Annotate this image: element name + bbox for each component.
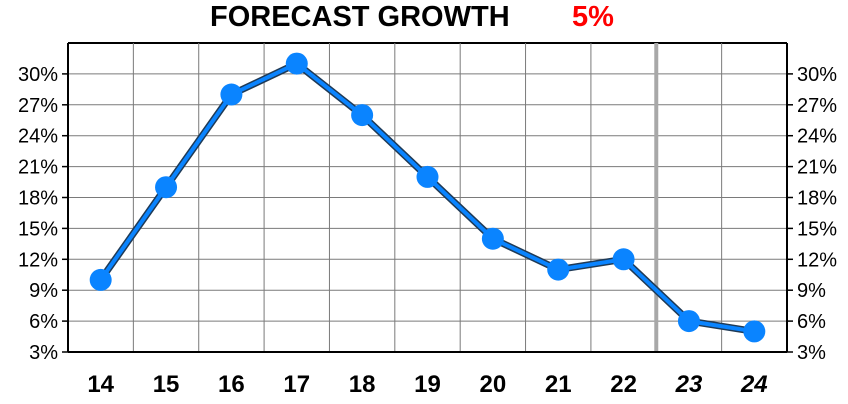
chart-subtitle: 5% <box>572 1 614 33</box>
data-point-21 <box>547 258 570 281</box>
chart-title: FORECAST GROWTH <box>210 1 510 33</box>
data-point-24 <box>743 320 766 343</box>
y-tick-label-right: 24% <box>797 126 837 148</box>
x-tick-label: 17 <box>283 371 310 398</box>
x-tick-label: 14 <box>87 371 114 398</box>
x-tick-label: 15 <box>153 371 180 398</box>
data-point-14 <box>89 268 112 291</box>
y-tick-label-left: 6% <box>29 311 58 333</box>
x-tick-label: 18 <box>349 371 376 398</box>
data-point-18 <box>351 104 374 127</box>
y-tick-label-left: 27% <box>18 95 58 117</box>
y-tick-label-right: 3% <box>797 342 826 364</box>
x-tick-label: 22 <box>610 371 637 398</box>
y-tick-label-left: 15% <box>18 218 58 240</box>
y-tick-label-right: 12% <box>797 249 837 271</box>
y-tick-label-right: 18% <box>797 188 837 210</box>
y-tick-label-left: 12% <box>18 249 58 271</box>
y-tick-label-left: 24% <box>18 126 58 148</box>
data-point-20 <box>481 227 504 250</box>
data-point-22 <box>612 248 635 271</box>
y-tick-label-left: 3% <box>29 342 58 364</box>
y-tick-label-left: 9% <box>29 280 58 302</box>
x-tick-label: 19 <box>414 371 441 398</box>
x-tick-label: 21 <box>545 371 572 398</box>
x-tick-label: 16 <box>218 371 245 398</box>
data-point-23 <box>677 310 700 333</box>
chart-header: FORECAST GROWTH 5% <box>0 0 848 36</box>
data-point-15 <box>155 176 178 199</box>
axes <box>62 43 793 353</box>
data-point-16 <box>220 83 243 106</box>
x-tick-label: 23 <box>675 371 703 398</box>
x-tick-label: 20 <box>480 371 507 398</box>
y-tick-label-right: 30% <box>797 64 837 86</box>
x-tick-label: 24 <box>740 371 768 398</box>
y-tick-label-right: 27% <box>797 95 837 117</box>
y-tick-label-right: 21% <box>797 157 837 179</box>
y-tick-label-left: 18% <box>18 188 58 210</box>
y-tick-label-right: 9% <box>797 280 826 302</box>
y-tick-label-left: 30% <box>18 64 58 86</box>
data-point-19 <box>416 165 439 188</box>
grid-lines <box>68 42 787 352</box>
y-tick-label-right: 15% <box>797 218 837 240</box>
y-tick-label-right: 6% <box>797 311 826 333</box>
data-point-17 <box>285 52 308 75</box>
y-tick-label-left: 21% <box>18 157 58 179</box>
